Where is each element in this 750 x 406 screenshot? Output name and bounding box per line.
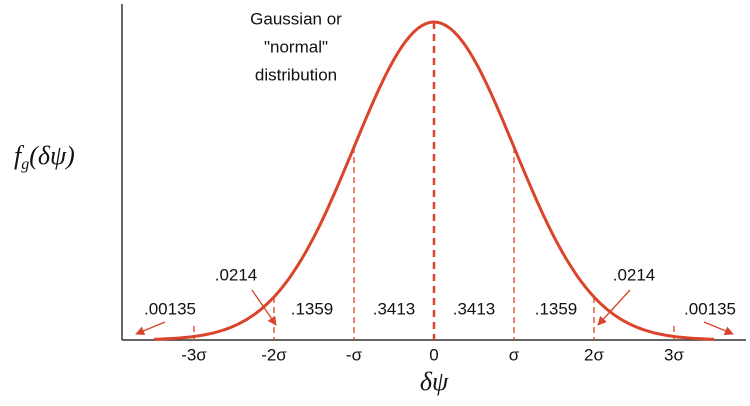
x-tick-label: 2σ: [584, 345, 604, 364]
arrow: [597, 289, 631, 326]
annotation-line: "normal": [264, 37, 328, 56]
arrow: [135, 321, 166, 336]
x-label: δψ: [420, 367, 449, 396]
y-label-rest: (δψ): [29, 141, 75, 170]
gaussian-curve: [153, 20, 715, 341]
x-tick-label: σ: [509, 345, 520, 364]
x-tick-label: 0: [429, 345, 438, 364]
y-label-base: f: [14, 141, 25, 170]
x-tick-label: 3σ: [664, 345, 684, 364]
region-label: .00135: [684, 299, 736, 318]
arrow: [251, 289, 277, 326]
region-label: .3413: [453, 299, 496, 318]
annotation-line: Gaussian or: [250, 9, 342, 28]
region-label: .1359: [291, 299, 334, 318]
y-label: fg(δψ): [14, 141, 75, 173]
x-tick-label: -3σ: [181, 345, 207, 364]
arrow: [703, 321, 734, 336]
region-label: .1359: [535, 299, 578, 318]
y-label-subscript: g: [21, 156, 29, 173]
x-tick-label: -σ: [346, 345, 363, 364]
annotation-line: distribution: [255, 65, 337, 84]
region-label: .0214: [215, 265, 258, 284]
region-label: .0214: [613, 265, 656, 284]
x-tick-label: -2σ: [261, 345, 287, 364]
region-label: .3413: [373, 299, 416, 318]
sigma-lines: [193, 22, 675, 340]
region-label: .00135: [144, 299, 196, 318]
